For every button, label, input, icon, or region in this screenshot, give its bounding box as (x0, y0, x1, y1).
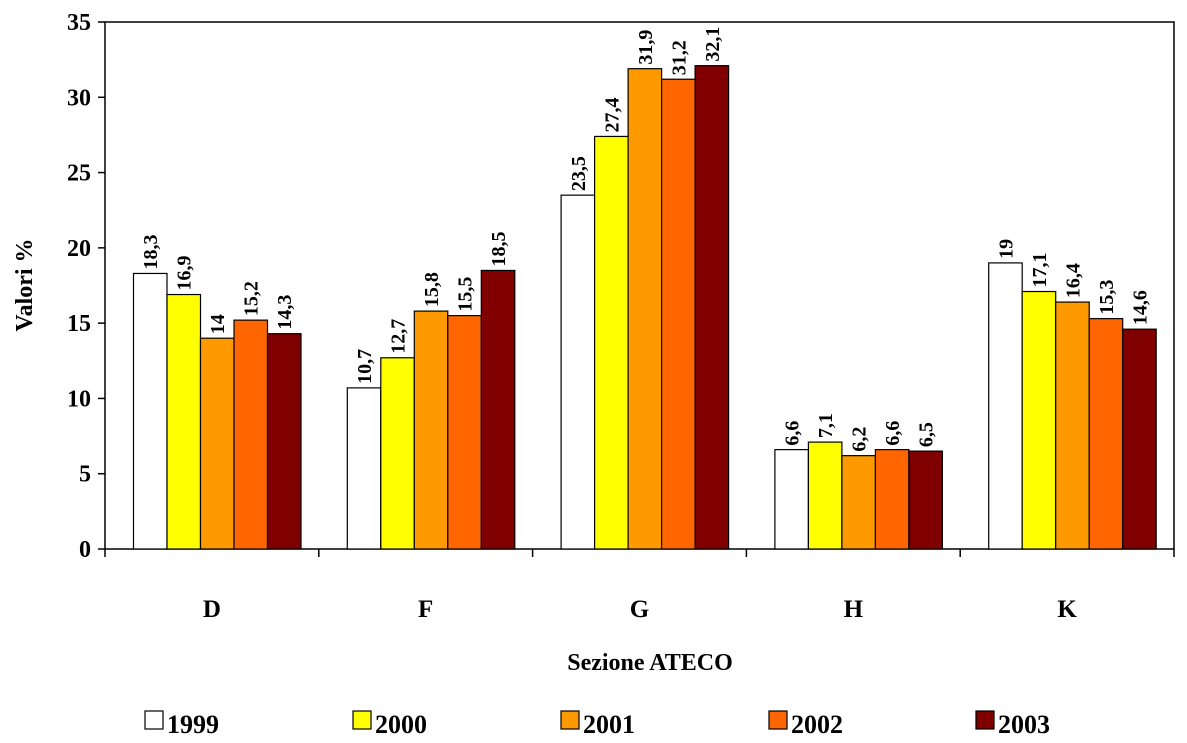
data-label: 31,2 (668, 40, 690, 75)
bar-2002-K (1088, 318, 1124, 550)
bar-2003-F (480, 269, 516, 550)
legend-label-2003: 2003 (998, 710, 1050, 738)
data-label: 14 (207, 314, 229, 334)
bar-2000-D (166, 293, 202, 550)
y-tick-label: 0 (79, 537, 91, 563)
data-label: 19 (995, 239, 1017, 259)
legend-swatch-2002 (768, 710, 788, 730)
bar-2001-D (199, 337, 235, 550)
legend-swatch-2003 (975, 710, 995, 730)
data-label: 18,5 (488, 231, 510, 266)
bar-2000-G (593, 135, 629, 550)
bar-2000-K (1021, 290, 1057, 550)
x-category-label: H (844, 596, 864, 623)
data-label: 14,6 (1129, 290, 1151, 325)
x-category-label: G (630, 596, 649, 623)
data-label: 14,3 (274, 295, 296, 330)
data-label: 15,5 (455, 277, 477, 312)
data-label: 6,6 (782, 421, 804, 446)
data-label: 12,7 (388, 319, 410, 354)
data-label: 27,4 (601, 97, 623, 132)
bar-2002-D (233, 319, 269, 550)
y-tick-label: 20 (67, 236, 91, 262)
bar-2000-H (807, 441, 843, 550)
data-label: 16,9 (174, 256, 196, 291)
bar-1999-F (346, 387, 382, 550)
bar-2002-G (660, 78, 696, 550)
legend-label-2001: 2001 (583, 710, 635, 738)
y-tick-label: 15 (67, 311, 91, 337)
x-category-label: F (418, 596, 433, 623)
bar-2001-G (627, 68, 663, 550)
data-label: 32,1 (702, 27, 724, 62)
data-label: 18,3 (140, 234, 162, 269)
data-label: 31,9 (635, 30, 657, 65)
bar-2003-D (266, 333, 302, 550)
legend-label-2000: 2000 (375, 710, 427, 738)
data-label: 6,5 (916, 422, 938, 447)
legend-swatch-1999 (144, 710, 164, 730)
x-axis-title: Sezione ATECO (567, 650, 733, 676)
legend-swatch-2000 (352, 710, 372, 730)
bar-2002-F (447, 315, 482, 550)
data-label: 7,1 (815, 413, 837, 438)
y-tick-label: 5 (79, 462, 91, 488)
bar-2001-H (841, 455, 877, 550)
bar-2003-H (908, 450, 944, 550)
bar-1999-G (560, 194, 596, 550)
bar-2001-K (1055, 301, 1090, 550)
data-label: 15,3 (1096, 280, 1118, 315)
legend-swatch-2001 (560, 710, 580, 730)
legend-label-2002: 2002 (791, 710, 843, 738)
bar-2000-F (380, 357, 415, 550)
data-label: 15,8 (421, 272, 443, 307)
axes: 0 5 10 15 20 25 30 35 D F G H K (67, 10, 1175, 623)
y-tick-label: 30 (67, 85, 91, 111)
data-label: 16,4 (1062, 263, 1084, 298)
data-label: 10,7 (354, 349, 376, 384)
y-tick-label: 35 (67, 10, 91, 36)
legend: 1999 2000 2001 2002 2003 (144, 710, 1050, 739)
bars (132, 65, 1157, 550)
x-category-label: D (203, 596, 221, 623)
legend-label-1999: 1999 (167, 710, 219, 738)
bar-1999-K (988, 262, 1023, 550)
bar-1999-D (132, 272, 168, 550)
bar-2001-F (413, 310, 449, 550)
data-label: 6,6 (882, 421, 904, 446)
data-label: 6,2 (849, 427, 871, 452)
data-labels: 18,3 10,7 23,5 6,6 19 16,9 12,7 27,4 7,1 17,1 14 15… (140, 27, 1151, 452)
bar-2003-K (1122, 328, 1157, 550)
y-tick-label: 25 (67, 161, 91, 187)
data-label: 15,2 (241, 281, 263, 316)
data-label: 17,1 (1029, 253, 1051, 288)
y-axis-title: Valori % (12, 238, 38, 331)
bar-1999-H (774, 449, 810, 550)
x-category-label: K (1057, 596, 1077, 623)
y-tick-label: 10 (67, 386, 91, 412)
bar-2002-H (874, 449, 910, 550)
bar-2003-G (694, 65, 730, 550)
data-label: 23,5 (568, 156, 590, 191)
